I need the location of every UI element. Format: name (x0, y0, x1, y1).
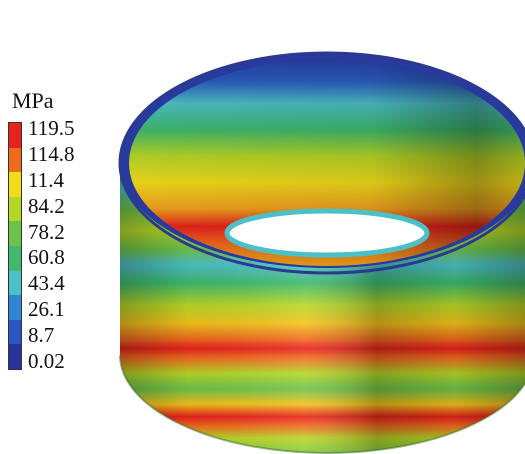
cylinder-inner-surface (120, 53, 525, 273)
legend-value: 114.8 (28, 141, 75, 166)
legend-value: 78.2 (28, 219, 65, 244)
legend-swatch (9, 270, 21, 296)
legend-swatch (9, 245, 21, 271)
legend-value: 119.5 (28, 116, 75, 140)
legend-value: 0.02 (28, 348, 65, 373)
legend-value: 60.8 (28, 245, 65, 270)
legend-value: 26.1 (28, 297, 65, 322)
legend-swatch (9, 123, 21, 148)
legend-labels: 119.5 114.8 11.4 84.2 78.2 60.8 43.4 26.… (28, 118, 108, 372)
legend-value: 43.4 (28, 271, 65, 296)
legend-swatch (9, 344, 21, 369)
legend-value: 11.4 (28, 167, 64, 192)
cylinder-top-rim (118, 51, 525, 275)
legend-value: 84.2 (28, 193, 65, 218)
legend-swatch (9, 147, 21, 173)
legend-swatch (9, 172, 21, 197)
legend-swatch (9, 319, 21, 345)
legend-unit-label: MPa (12, 88, 54, 113)
legend-value: 8.7 (28, 323, 55, 347)
color-scale-bar (8, 122, 22, 370)
legend-swatch (9, 221, 21, 246)
legend-swatch (9, 196, 21, 222)
legend-swatch (9, 295, 21, 320)
